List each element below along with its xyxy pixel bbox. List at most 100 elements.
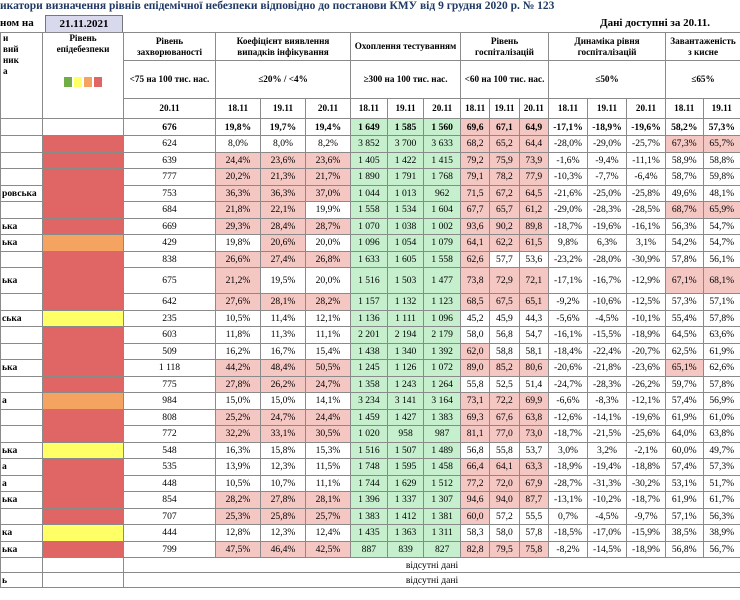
value-cell: 21,3% <box>260 168 306 186</box>
value-cell: 72,9 <box>489 267 520 294</box>
date-header: 20.11 <box>518 98 550 119</box>
value-cell: 535 <box>123 458 216 476</box>
date-header: 18.11 <box>665 98 704 119</box>
value-cell: 676 <box>123 118 216 136</box>
value-cell: 11,8% <box>215 326 261 344</box>
value-cell: 1 311 <box>423 524 461 542</box>
value-cell: 1 070 <box>350 217 388 235</box>
value-cell: 1 427 <box>386 408 425 426</box>
value-cell: 57,1% <box>665 507 704 525</box>
value-cell: -10,2% <box>587 491 628 509</box>
value-cell: -30,2% <box>626 474 667 492</box>
value-cell: 82,8 <box>459 540 491 558</box>
value-cell: 1 503 <box>386 267 425 294</box>
region-row: 838 26,6% 27,4% 26,8% 1 633 1 605 1 558 62,6 57,… <box>0 250 740 268</box>
group-title: Охоплення тестуванням <box>350 32 461 61</box>
level-cell <box>42 293 124 311</box>
value-cell: 67,9 <box>518 474 550 492</box>
value-cell: 65,7% <box>702 135 740 153</box>
level-cell <box>42 326 124 344</box>
region-row: 775 27,8% 26,2% 24,7% 1 358 1 243 1 264 55,8 52,… <box>0 375 740 393</box>
value-cell: 28,4% <box>260 217 306 235</box>
value-cell: 548 <box>123 441 216 459</box>
value-cell: -16,7% <box>587 267 628 294</box>
group-title: Рівень госпіталізацій <box>459 32 550 61</box>
region-row: ська 235 10,5% 11,4% 12,1% 1 136 1 111 1 096 45,… <box>0 309 740 327</box>
value-cell: 775 <box>123 375 216 393</box>
value-cell: 25,2% <box>215 408 261 426</box>
value-cell: -25,7% <box>626 135 667 153</box>
value-cell: 1 136 <box>350 309 388 327</box>
value-cell: 56,3% <box>665 217 704 235</box>
value-cell: -26,2% <box>626 375 667 393</box>
value-cell: -20,7% <box>626 342 667 360</box>
value-cell: 19,4% <box>304 118 352 136</box>
value-cell: 235 <box>123 309 216 327</box>
value-cell: 1 340 <box>386 342 425 360</box>
value-cell: 1 337 <box>386 491 425 509</box>
region-row: ька 429 19,8% 20,6% 20,0% 1 096 1 054 1 079 64,1… <box>0 234 740 252</box>
value-cell: 56,9% <box>702 392 740 410</box>
value-cell: -18,5% <box>548 524 589 542</box>
value-cell: 23,6% <box>304 151 352 169</box>
value-cell: 444 <box>123 524 216 542</box>
group-threshold: <60 на 100 тис. нас. <box>459 60 550 99</box>
value-cell: 984 <box>123 392 216 410</box>
value-cell: 62,2 <box>489 234 520 252</box>
group-title: Рівень захворюваності <box>123 32 216 61</box>
region-row: ька 669 29,3% 28,4% 28,7% 1 070 1 038 1 002 93,6… <box>0 217 740 235</box>
value-cell: 1 111 <box>386 309 425 327</box>
value-cell: 777 <box>123 168 216 186</box>
value-cell: 19,7% <box>260 118 306 136</box>
value-cell: 57,2 <box>489 507 520 525</box>
value-cell: 65,9% <box>702 201 740 219</box>
region-name <box>0 118 43 136</box>
group-threshold: <75 на 100 тис. нас. <box>123 60 216 99</box>
region-name: а <box>0 392 43 410</box>
value-cell: 46,4% <box>260 540 306 558</box>
value-cell: 69,3 <box>459 408 491 426</box>
value-cell: 63,8 <box>518 408 550 426</box>
value-cell: -28,0% <box>587 250 628 268</box>
value-cell: -1,6% <box>548 151 589 169</box>
value-cell: 57,3% <box>702 118 740 136</box>
value-cell: 1 890 <box>350 168 388 186</box>
value-cell: 1 516 <box>350 441 388 459</box>
value-cell: 55,8 <box>459 375 491 393</box>
region-name <box>0 507 43 525</box>
value-cell: 48,4% <box>260 359 306 377</box>
value-cell: 53,1% <box>665 474 704 492</box>
region-name: ька <box>0 441 43 459</box>
region-row: ька 854 28,2% 27,8% 28,1% 1 396 1 337 1 307 94,6… <box>0 491 740 509</box>
level-cell <box>42 458 124 476</box>
value-cell: -16,1% <box>626 217 667 235</box>
value-cell: 1 013 <box>386 184 425 202</box>
value-cell: -18,7% <box>548 217 589 235</box>
value-cell: 67,3% <box>665 135 704 153</box>
value-cell: 8,0% <box>260 135 306 153</box>
region-row: ька 675 21,2% 19,5% 20,0% 1 516 1 503 1 477 73,8… <box>0 267 740 294</box>
value-cell: 79,1 <box>459 168 491 186</box>
value-cell: 1 096 <box>423 309 461 327</box>
group-threshold: ≤65% <box>665 60 740 99</box>
value-cell: 56,3% <box>702 507 740 525</box>
value-cell: 65,2 <box>489 135 520 153</box>
value-cell: -29,0% <box>548 201 589 219</box>
value-cell: 6,3% <box>587 234 628 252</box>
title: икатори визначення рівнів епідемічної не… <box>0 0 555 12</box>
value-cell: -17,1% <box>548 118 589 136</box>
region-header-text: а <box>3 66 8 76</box>
value-cell: 1 132 <box>386 293 425 311</box>
value-cell: 1 744 <box>350 474 388 492</box>
data-available: Дані доступні за 20.11. <box>600 17 710 29</box>
level-cell <box>42 234 124 252</box>
value-cell: 1 422 <box>386 151 425 169</box>
value-cell: -29,0% <box>587 135 628 153</box>
value-cell: 1 264 <box>423 375 461 393</box>
region-header: и вий ник а <box>0 32 43 119</box>
region-name: ська <box>0 309 43 327</box>
value-cell: 1 157 <box>350 293 388 311</box>
value-cell: 64,9 <box>518 118 550 136</box>
value-cell: 1 245 <box>350 359 388 377</box>
value-cell: 89,8 <box>518 217 550 235</box>
